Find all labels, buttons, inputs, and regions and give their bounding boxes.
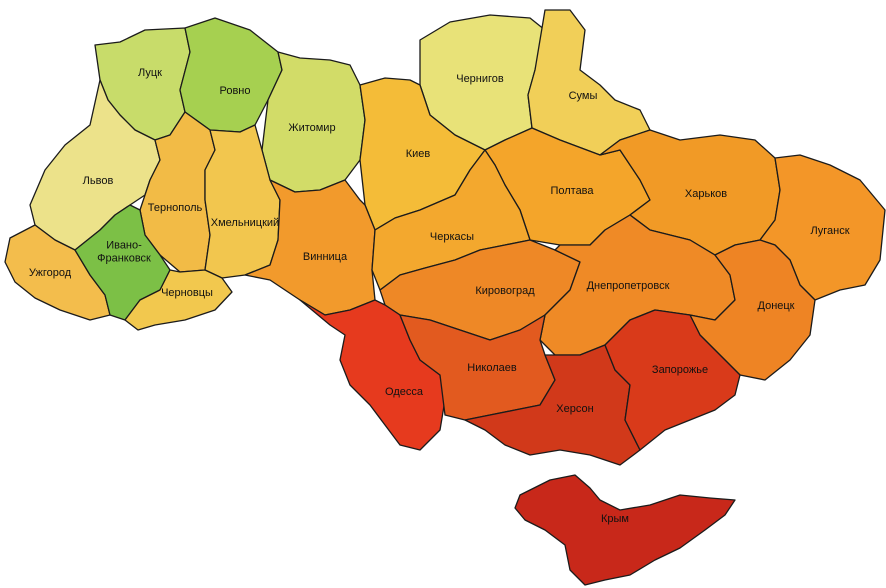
regions-layer [4,9,886,586]
region-label-line: Тернополь [148,202,203,214]
region-label-chernigov: Чернигов [456,73,504,85]
region-label-crimea: Крым [601,513,629,525]
region-donetsk [689,239,816,381]
region-label-vinnitsa: Винница [303,251,348,263]
region-label-lutsk: Луцк [138,67,162,79]
labels-layer: Луцк Ровно Житомир Чернигов Сумы Львов Тернопо… [29,67,850,525]
region-label-line: Житомир [288,122,335,134]
region-label-sumy: Сумы [569,90,598,102]
region-label-donetsk: Донецк [758,300,795,312]
region-label-poltava: Полтава [550,185,594,197]
region-label-line: Сумы [569,90,598,102]
region-label-line: Львов [83,175,114,187]
region-label-line: Франковск [97,253,151,265]
region-label-khmelnitsky: Хмельницкий [211,217,279,229]
region-label-dnepropetrovsk: Днепропетровск [587,280,670,292]
region-label-line: Винница [303,251,348,263]
region-label-line: Черновцы [161,287,213,299]
region-label-kiev: Киев [406,148,431,160]
region-label-lugansk: Луганск [810,225,849,237]
region-label-chernovtsy: Черновцы [161,287,213,299]
region-label-line: Черкасы [430,231,474,243]
region-label-ivano-frankovsk: Ивано-Франковск [97,240,151,265]
region-label-line: Крым [601,513,629,525]
region-label-zaporozhye: Запорожье [652,364,708,376]
region-label-kherson: Херсон [556,403,593,415]
region-label-line: Запорожье [652,364,708,376]
region-label-line: Харьков [685,188,727,200]
region-label-ternopol: Тернополь [148,202,203,214]
region-label-line: Хмельницкий [211,217,279,229]
region-label-line: Одесса [385,386,424,398]
region-label-line: Донецк [758,300,795,312]
region-label-line: Ровно [219,85,250,97]
region-lugansk [759,154,886,301]
region-label-line: Николаев [467,362,517,374]
region-label-line: Полтава [550,185,594,197]
region-zaporozhye [604,309,741,451]
region-label-line: Луганск [810,225,849,237]
region-label-line: Луцк [138,67,162,79]
region-sumy [527,9,651,156]
region-label-lvov: Львов [83,175,114,187]
region-crimea [514,474,736,586]
region-label-line: Днепропетровск [587,280,670,292]
region-label-zhitomir: Житомир [288,122,335,134]
region-label-kirovograd: Кировоград [475,285,535,297]
region-label-cherkasy: Черкасы [430,231,474,243]
region-label-kharkov: Харьков [685,188,727,200]
region-chernovtsy [124,269,233,331]
region-label-line: Чернигов [456,73,504,85]
region-label-rovno: Ровно [219,85,250,97]
region-label-odessa: Одесса [385,386,424,398]
region-label-nikolaev: Николаев [467,362,517,374]
region-label-line: Ужгород [29,267,72,279]
region-label-line: Ивано- [106,240,142,252]
region-label-line: Херсон [556,403,593,415]
region-label-line: Кировоград [475,285,535,297]
region-label-uzhgorod: Ужгород [29,267,72,279]
region-label-line: Киев [406,148,431,160]
